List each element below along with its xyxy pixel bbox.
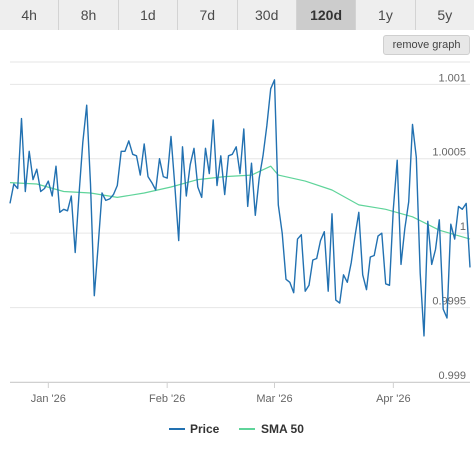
x-axis-ticks: Jan '26 Feb '26 Mar '26 Apr '26 <box>31 382 411 405</box>
y-tick-label: 0.999 <box>438 370 466 382</box>
x-tick-label: Feb '26 <box>149 393 185 405</box>
x-tick-label: Mar '26 <box>256 393 292 405</box>
sma-legend-label[interactable]: SMA 50 <box>261 422 304 436</box>
tab-1y[interactable]: 1y <box>356 0 416 30</box>
tab-30d[interactable]: 30d <box>237 0 297 30</box>
tab-8h[interactable]: 8h <box>59 0 119 30</box>
chart-legend: Price SMA 50 <box>169 422 304 436</box>
tab-4h[interactable]: 4h <box>0 0 60 30</box>
x-tick-label: Apr '26 <box>376 393 411 405</box>
tab-120d[interactable]: 120d <box>296 0 357 30</box>
x-tick-label: Jan '26 <box>31 393 66 405</box>
y-tick-label: 1 <box>460 221 466 233</box>
y-tick-label: 1.001 <box>438 72 466 84</box>
remove-graph-button[interactable]: remove graph <box>383 35 470 55</box>
chart-series <box>9 79 471 337</box>
timeframe-tabs: 4h 8h 1d 7d 30d 120d 1y 5y <box>0 0 474 30</box>
tab-5y[interactable]: 5y <box>415 0 474 30</box>
chart-grid <box>10 61 470 383</box>
y-tick-label: 1.0005 <box>432 147 466 159</box>
y-axis-ticks: 0.999 0.9995 1 1.0005 1.001 <box>432 72 466 382</box>
tab-7d[interactable]: 7d <box>178 0 238 30</box>
price-legend-label[interactable]: Price <box>190 422 220 436</box>
price-series-line <box>9 79 471 337</box>
y-tick-label: 0.9995 <box>432 296 466 308</box>
tab-1d[interactable]: 1d <box>118 0 179 30</box>
